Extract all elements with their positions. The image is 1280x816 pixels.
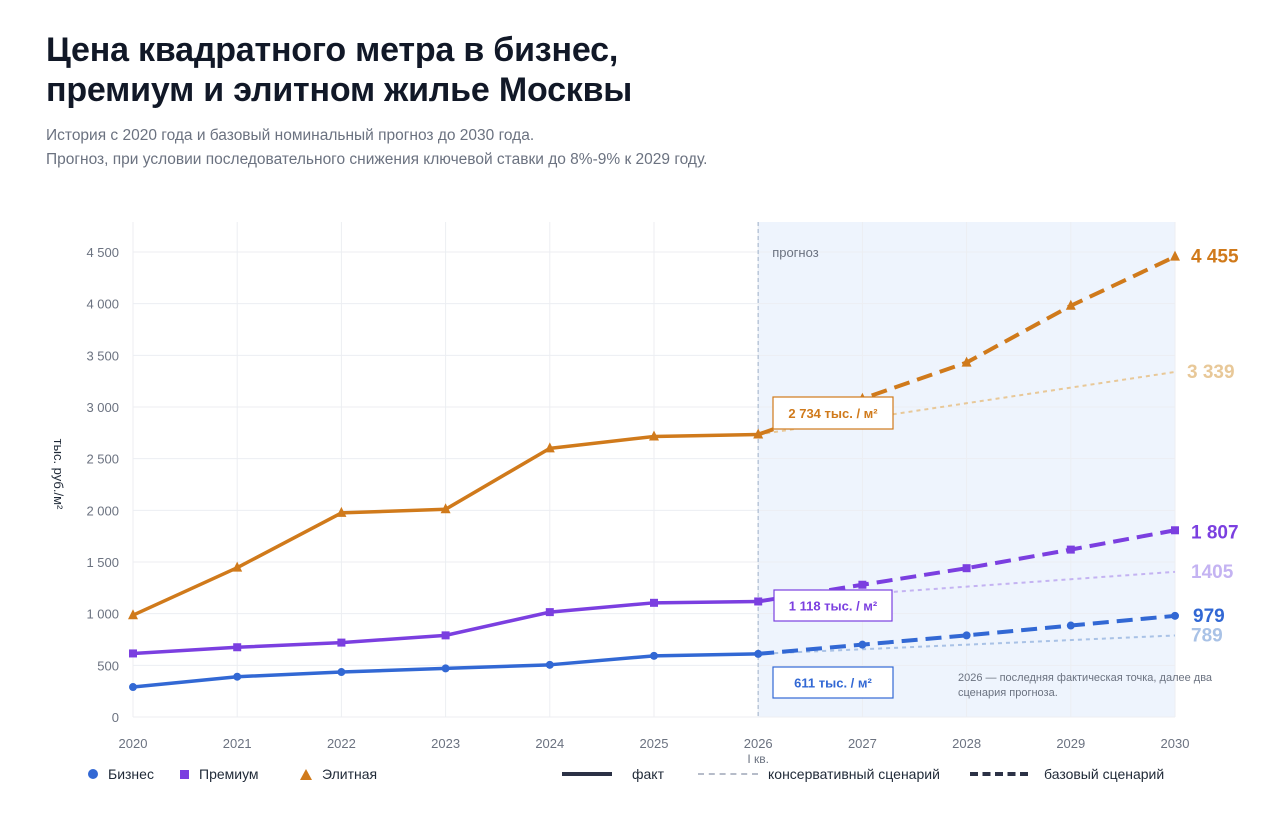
fact-point <box>545 608 554 617</box>
chart-subtitle-line-1: История с 2020 года и базовый номинальны… <box>46 127 535 144</box>
y-axis-label: тыс. руб./м² <box>51 439 66 510</box>
fact-point <box>545 660 554 669</box>
base-point <box>1170 250 1180 261</box>
value-box-label: 611 тыс. / м² <box>794 676 872 691</box>
legend-conservative-label: консервативный сценарий <box>768 766 940 782</box>
value-box <box>773 589 893 622</box>
x-tick-label: 2028 <box>952 736 981 751</box>
y-tick-label: 4 000 <box>86 297 119 312</box>
base-point <box>1171 526 1179 535</box>
legend-premium-label: Премиум <box>199 766 259 782</box>
y-tick-label: 1 000 <box>86 607 119 622</box>
legend-item-base: базовый сценарий <box>970 766 1164 782</box>
y-tick-label: 2 500 <box>86 452 119 467</box>
chart-note-line: сценария прогноза. <box>958 687 1058 699</box>
y-tick-label: 3 000 <box>86 400 119 415</box>
x-tick-label: 2030 <box>1161 736 1190 751</box>
base-end-label: 979 <box>1193 606 1225 627</box>
chart-subtitle-line-2: Прогноз, при условии последовательного с… <box>46 151 708 168</box>
y-tick-label: 1 500 <box>86 555 119 570</box>
conservative-line-2 <box>758 370 1176 436</box>
legend-business-circle-icon <box>88 769 98 779</box>
legend-base-label: базовый сценарий <box>1044 766 1165 782</box>
x-tick-sublabel: I кв. <box>747 752 769 766</box>
base-point <box>1066 621 1075 630</box>
chart-title: Цена квадратного метра в бизнес, премиум… <box>46 30 632 110</box>
legend-business-label: Бизнес <box>108 766 154 782</box>
base-point <box>1065 299 1076 310</box>
y-tick-label: 4 500 <box>86 245 119 260</box>
x-tick-label: 2021 <box>223 736 252 751</box>
legend-solid-line-icon <box>562 772 612 776</box>
x-tick-label: 2023 <box>431 736 460 751</box>
fact-point <box>337 668 346 677</box>
fact-point <box>753 428 764 439</box>
fact-point <box>233 643 242 652</box>
chart-title-line-1: Цена квадратного метра в бизнес, <box>46 31 619 69</box>
conservative-end-label: 1405 <box>1191 562 1234 583</box>
x-tick-label: 2022 <box>327 736 356 751</box>
legend-elite-triangle-icon <box>300 768 312 780</box>
fact-point <box>232 561 243 572</box>
fact-point <box>128 609 138 620</box>
base-line-0 <box>758 613 1176 656</box>
fact-point <box>650 651 658 660</box>
fact-point <box>441 631 450 640</box>
x-tick-label: 2024 <box>535 736 564 751</box>
fact-point <box>337 638 346 647</box>
legend-item-conservative: консервативный сценарий <box>698 766 940 782</box>
fact-point <box>754 649 763 658</box>
chart-subtitle: История с 2020 года и базовый номинальны… <box>46 124 707 172</box>
fact-point <box>129 683 137 692</box>
conservative-line-1 <box>758 570 1176 603</box>
x-tick-label: 2026 <box>744 736 773 751</box>
y-tick-label: 0 <box>112 710 119 725</box>
legend-dotted-line-icon <box>698 773 758 775</box>
value-box <box>772 396 894 430</box>
base-point <box>1171 611 1179 620</box>
forecast-label: прогноз <box>772 245 819 260</box>
base-end-label: 1 807 <box>1191 522 1239 543</box>
fact-point <box>441 664 450 673</box>
conservative-end-label: 3 339 <box>1187 362 1235 383</box>
y-tick-label: 2 000 <box>86 503 119 518</box>
legend-elite-label: Элитная <box>322 766 378 782</box>
value-box <box>772 666 894 699</box>
base-point <box>858 640 867 649</box>
fact-point <box>440 503 451 514</box>
base-point <box>961 356 972 367</box>
x-tick-label: 2027 <box>848 736 877 751</box>
fact-point <box>650 598 658 607</box>
y-tick-label: 3 500 <box>86 348 119 363</box>
legend-fact-label: факт <box>632 766 664 782</box>
base-point <box>962 631 971 640</box>
value-box-label: 2 734 тыс. / м² <box>788 406 878 421</box>
fact-point <box>233 672 242 681</box>
chart-title-line-2: премиум и элитном жилье Москвы <box>46 71 633 109</box>
base-point <box>1066 545 1075 554</box>
legend-item-elite: Элитная <box>300 766 377 782</box>
x-tick-label: 2029 <box>1056 736 1085 751</box>
chart-note-line: 2026 — последняя фактическая точка, дале… <box>958 672 1213 684</box>
value-box-label: 1 118 тыс. / м² <box>789 599 878 614</box>
fact-point <box>129 649 137 658</box>
base-end-label: 4 455 <box>1191 247 1239 268</box>
x-tick-label: 2025 <box>640 736 669 751</box>
fact-point <box>649 430 659 441</box>
legend-dashed-line-icon <box>970 772 1028 776</box>
base-point <box>962 564 971 573</box>
base-point <box>858 580 867 589</box>
conservative-end-label: 789 <box>1191 625 1223 646</box>
legend-item-business: Бизнес <box>88 766 154 782</box>
x-tick-label: 2020 <box>119 736 148 751</box>
legend-premium-square-icon <box>180 769 189 779</box>
conservative-line-0 <box>758 634 1176 655</box>
y-tick-label: 500 <box>97 658 119 673</box>
fact-point <box>544 442 555 453</box>
fact-point <box>336 506 347 517</box>
legend-item-premium: Премиум <box>180 766 259 782</box>
fact-point <box>754 597 763 606</box>
legend-item-fact: факт <box>562 766 664 782</box>
